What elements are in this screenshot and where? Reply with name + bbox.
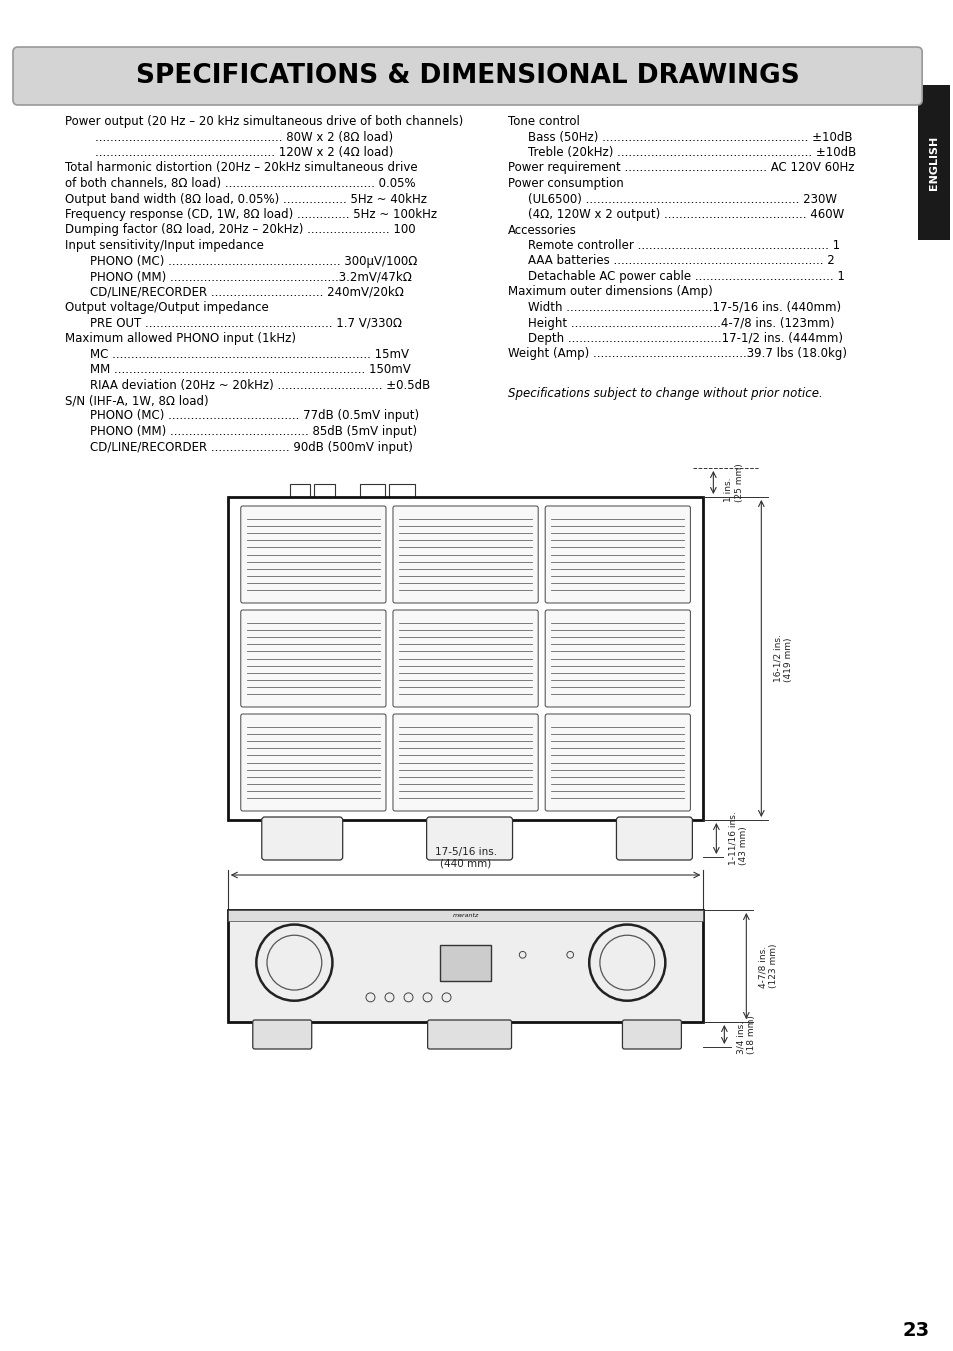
FancyBboxPatch shape bbox=[261, 817, 342, 861]
Text: Maximum outer dimensions (Amp): Maximum outer dimensions (Amp) bbox=[507, 285, 712, 299]
FancyBboxPatch shape bbox=[13, 47, 922, 105]
Text: 4-7/8 ins.
(123 mm): 4-7/8 ins. (123 mm) bbox=[758, 944, 777, 988]
Text: CD/LINE/RECORDER .............................. 240mV/20kΩ: CD/LINE/RECORDER .......................… bbox=[90, 285, 403, 299]
Text: Output band width (8Ω load, 0.05%) ................. 5Hz ~ 40kHz: Output band width (8Ω load, 0.05%) .....… bbox=[65, 192, 427, 205]
FancyBboxPatch shape bbox=[616, 817, 692, 861]
Text: ................................................ 120W x 2 (4Ω load): ........................................… bbox=[94, 146, 393, 159]
Text: 16-1/2 ins.
(419 mm): 16-1/2 ins. (419 mm) bbox=[773, 635, 792, 682]
FancyBboxPatch shape bbox=[544, 713, 690, 811]
FancyBboxPatch shape bbox=[240, 507, 386, 603]
Text: Power output (20 Hz – 20 kHz simultaneous drive of both channels): Power output (20 Hz – 20 kHz simultaneou… bbox=[65, 115, 463, 128]
Text: Accessories: Accessories bbox=[507, 223, 576, 236]
Text: 1-11/16 ins.
(43 mm): 1-11/16 ins. (43 mm) bbox=[727, 812, 747, 866]
Text: Output voltage/Output impedance: Output voltage/Output impedance bbox=[65, 301, 269, 313]
Text: Treble (20kHz) .................................................... ±10dB: Treble (20kHz) .........................… bbox=[527, 146, 855, 159]
Text: Specifications subject to change without prior notice.: Specifications subject to change without… bbox=[507, 386, 821, 400]
Text: PHONO (MC) .............................................. 300μV/100Ω: PHONO (MC) .............................… bbox=[90, 254, 416, 267]
Text: Weight (Amp) .........................................39.7 lbs (18.0kg): Weight (Amp) ...........................… bbox=[507, 347, 845, 361]
Text: Bass (50Hz) ....................................................... ±10dB: Bass (50Hz) ............................… bbox=[527, 131, 851, 143]
Text: PHONO (MC) ................................... 77dB (0.5mV input): PHONO (MC) .............................… bbox=[90, 409, 418, 423]
FancyBboxPatch shape bbox=[544, 611, 690, 707]
Text: MM ................................................................... 150mV: MM .....................................… bbox=[90, 363, 410, 376]
FancyBboxPatch shape bbox=[621, 1020, 680, 1048]
Text: SPECIFICATIONS & DIMENSIONAL DRAWINGS: SPECIFICATIONS & DIMENSIONAL DRAWINGS bbox=[135, 63, 799, 89]
Bar bbox=[440, 944, 490, 981]
Text: 3/4 ins.
(18 mm): 3/4 ins. (18 mm) bbox=[736, 1015, 755, 1054]
Text: AAA batteries ........................................................ 2: AAA batteries ..........................… bbox=[527, 254, 834, 267]
Text: CD/LINE/RECORDER ..................... 90dB (500mV input): CD/LINE/RECORDER ..................... 9… bbox=[90, 440, 413, 454]
Text: 1 ins.
(25 mm): 1 ins. (25 mm) bbox=[723, 463, 743, 501]
Text: Depth .........................................17-1/2 ins. (444mm): Depth ..................................… bbox=[527, 332, 841, 345]
Text: Width .......................................17-5/16 ins. (440mm): Width ..................................… bbox=[527, 301, 840, 313]
Bar bbox=[228, 911, 702, 1021]
FancyBboxPatch shape bbox=[393, 713, 537, 811]
Text: .................................................. 80W x 2 (8Ω load): ........................................… bbox=[94, 131, 393, 143]
Text: Power consumption: Power consumption bbox=[507, 177, 622, 190]
FancyBboxPatch shape bbox=[393, 507, 537, 603]
FancyBboxPatch shape bbox=[427, 1020, 511, 1048]
Bar bbox=[389, 484, 415, 497]
Text: RIAA deviation (20Hz ~ 20kHz) ............................ ±0.5dB: RIAA deviation (20Hz ~ 20kHz) ..........… bbox=[90, 378, 430, 392]
Text: Frequency response (CD, 1W, 8Ω load) .............. 5Hz ~ 100kHz: Frequency response (CD, 1W, 8Ω load) ...… bbox=[65, 208, 436, 222]
Text: Power requirement ...................................... AC 120V 60Hz: Power requirement ......................… bbox=[507, 162, 853, 174]
FancyBboxPatch shape bbox=[240, 713, 386, 811]
Bar bbox=[359, 484, 385, 497]
Bar bbox=[228, 497, 702, 820]
Text: ENGLISH: ENGLISH bbox=[928, 135, 938, 189]
Text: Tone control: Tone control bbox=[507, 115, 578, 128]
Text: of both channels, 8Ω load) ........................................ 0.05%: of both channels, 8Ω load) .............… bbox=[65, 177, 416, 190]
Text: Maximum allowed PHONO input (1kHz): Maximum allowed PHONO input (1kHz) bbox=[65, 332, 295, 345]
Text: Dumping factor (8Ω load, 20Hz – 20kHz) ...................... 100: Dumping factor (8Ω load, 20Hz – 20kHz) .… bbox=[65, 223, 416, 236]
Text: (4Ω, 120W x 2 output) ...................................... 460W: (4Ω, 120W x 2 output) ..................… bbox=[527, 208, 842, 222]
Text: (UL6500) ......................................................... 230W: (UL6500) ...............................… bbox=[527, 192, 836, 205]
FancyBboxPatch shape bbox=[240, 611, 386, 707]
Text: S/N (IHF-A, 1W, 8Ω load): S/N (IHF-A, 1W, 8Ω load) bbox=[65, 394, 209, 407]
Bar bbox=[228, 911, 702, 921]
Text: PRE OUT .................................................. 1.7 V/330Ω: PRE OUT ................................… bbox=[90, 316, 401, 330]
FancyBboxPatch shape bbox=[544, 507, 690, 603]
Text: Remote controller ................................................... 1: Remote controller ......................… bbox=[527, 239, 839, 253]
Text: Height ........................................4-7/8 ins. (123mm): Height .................................… bbox=[527, 316, 833, 330]
Text: Total harmonic distortion (20Hz – 20kHz simultaneous drive: Total harmonic distortion (20Hz – 20kHz … bbox=[65, 162, 417, 174]
Bar bbox=[917, 85, 949, 240]
Bar bbox=[314, 484, 335, 497]
Text: MC ..................................................................... 15mV: MC .....................................… bbox=[90, 347, 409, 361]
Text: marantz: marantz bbox=[452, 913, 478, 919]
Text: PHONO (MM) .............................................3.2mV/47kΩ: PHONO (MM) .............................… bbox=[90, 270, 412, 282]
FancyBboxPatch shape bbox=[253, 1020, 312, 1048]
FancyBboxPatch shape bbox=[393, 611, 537, 707]
Text: 17-5/16 ins.
(440 mm): 17-5/16 ins. (440 mm) bbox=[434, 847, 497, 869]
Text: PHONO (MM) ..................................... 85dB (5mV input): PHONO (MM) .............................… bbox=[90, 426, 416, 438]
Text: Detachable AC power cable ..................................... 1: Detachable AC power cable ..............… bbox=[527, 270, 843, 282]
Bar bbox=[290, 484, 310, 497]
Text: Input sensitivity/Input impedance: Input sensitivity/Input impedance bbox=[65, 239, 264, 253]
Text: 23: 23 bbox=[902, 1321, 928, 1340]
FancyBboxPatch shape bbox=[426, 817, 512, 861]
